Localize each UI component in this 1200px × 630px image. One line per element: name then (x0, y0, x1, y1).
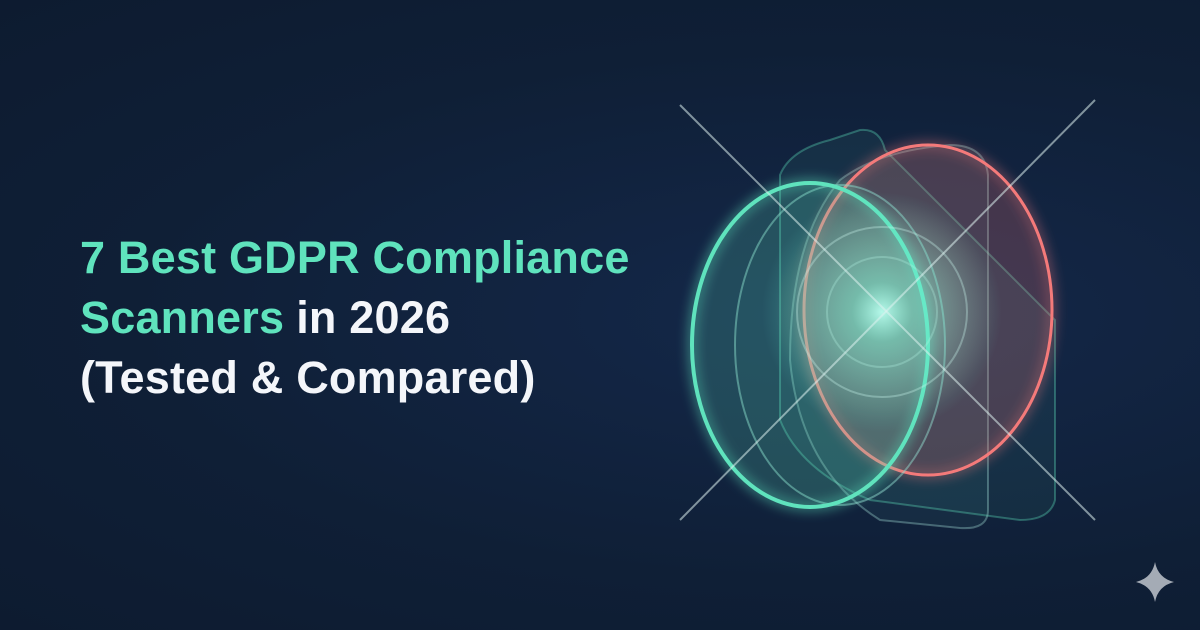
shapes (679, 99, 1096, 530)
headline: 7 Best GDPR Compliance Scanners in 2026 (… (80, 228, 630, 408)
headline-accent: Scanners (80, 292, 285, 343)
headline-line: (Tested & Compared) (80, 352, 536, 403)
headline-line: 7 Best GDPR Compliance (80, 232, 630, 283)
headline-text: in 2026 (296, 292, 451, 343)
sparkle-icon (1136, 562, 1174, 602)
